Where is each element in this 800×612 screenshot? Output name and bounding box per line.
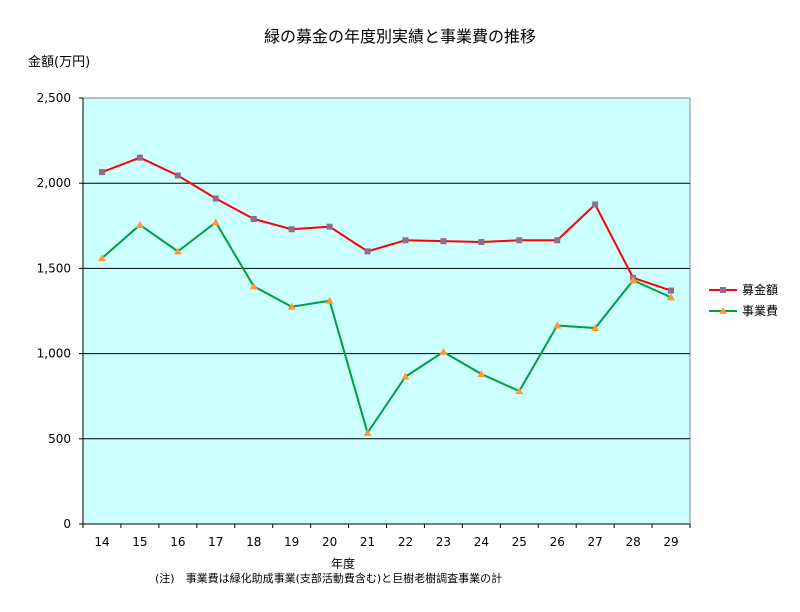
- y-tick-label: 0: [63, 517, 71, 531]
- x-tick-label: 16: [170, 535, 185, 549]
- x-tick-label: 20: [322, 535, 337, 549]
- data-point: [135, 220, 144, 228]
- y-tick-label: 2,500: [37, 91, 71, 105]
- series-line: [101, 156, 672, 292]
- data-point: [478, 238, 485, 245]
- data-point: [629, 276, 638, 284]
- data-point: [288, 226, 295, 233]
- x-tick-label: 21: [360, 535, 375, 549]
- y-tick-label: 500: [48, 432, 71, 446]
- chart-title: 緑の募金の年度別実績と事業費の推移: [264, 27, 536, 46]
- x-tick-label: 14: [94, 535, 109, 549]
- data-point: [287, 302, 296, 310]
- x-tick-label: 23: [436, 535, 451, 549]
- data-point: [212, 195, 219, 202]
- y-axis-label: 金額(万円): [28, 54, 90, 70]
- y-tick-label: 1,500: [37, 261, 71, 275]
- series-layer: [97, 154, 676, 436]
- x-tick-label: 24: [474, 535, 489, 549]
- data-point: [325, 296, 334, 304]
- y-tick-labels: 0 500 1,000 1,500 2,000 2,500: [37, 91, 71, 531]
- data-point: [667, 293, 676, 301]
- data-point: [477, 370, 486, 378]
- legend-marker: [719, 307, 727, 314]
- legend-marker: [720, 287, 726, 293]
- data-point: [174, 172, 181, 179]
- x-tick-label: 17: [208, 535, 223, 549]
- legend-entry: 募金額: [709, 282, 778, 297]
- data-point: [364, 248, 371, 255]
- x-tick-label: 15: [132, 535, 147, 549]
- data-point: [592, 201, 599, 208]
- gridlines: [83, 182, 690, 440]
- data-point: [401, 372, 410, 380]
- x-tick-label: 29: [663, 535, 678, 549]
- x-axis-label: 年度: [331, 556, 355, 571]
- plot-area: [82, 97, 691, 525]
- data-point: [250, 215, 257, 222]
- legend-label: 募金額: [742, 282, 778, 297]
- data-point: [97, 254, 106, 262]
- data-point: [211, 218, 220, 226]
- x-tick-label: 22: [398, 535, 413, 549]
- data-point: [439, 347, 448, 355]
- data-point: [668, 287, 675, 294]
- data-point: [591, 324, 600, 332]
- data-point: [326, 223, 333, 230]
- footnote: (注) 事業費は緑化助成事業(支部活動費含む)と巨樹老樹調査事業の計: [155, 571, 502, 585]
- y-tick-label: 1,000: [37, 347, 71, 361]
- series-line: [101, 220, 672, 436]
- series-2: [97, 218, 676, 436]
- data-point: [98, 169, 105, 176]
- data-point: [554, 237, 561, 244]
- x-tick-label: 25: [512, 535, 527, 549]
- x-tick-label: 28: [625, 535, 640, 549]
- data-point: [516, 237, 523, 244]
- x-tick-label: 27: [588, 535, 603, 549]
- legend-entry: 事業費: [709, 303, 778, 318]
- x-tick-label: 26: [550, 535, 565, 549]
- data-point: [402, 237, 409, 244]
- data-point: [136, 154, 143, 161]
- data-point: [515, 387, 524, 395]
- data-point: [363, 428, 372, 436]
- y-tick-label: 2,000: [37, 176, 71, 190]
- data-point: [440, 238, 447, 245]
- data-point: [173, 247, 182, 255]
- data-point: [553, 321, 562, 329]
- x-tick-label: 19: [284, 535, 299, 549]
- legend-label: 事業費: [742, 303, 778, 318]
- axes: [79, 97, 691, 528]
- data-point: [249, 282, 258, 290]
- x-tick-labels: 14 15 16 17 18 19 20 21 22 23 24 25 26 27 28 29: [94, 535, 678, 549]
- x-tick-label: 18: [246, 535, 261, 549]
